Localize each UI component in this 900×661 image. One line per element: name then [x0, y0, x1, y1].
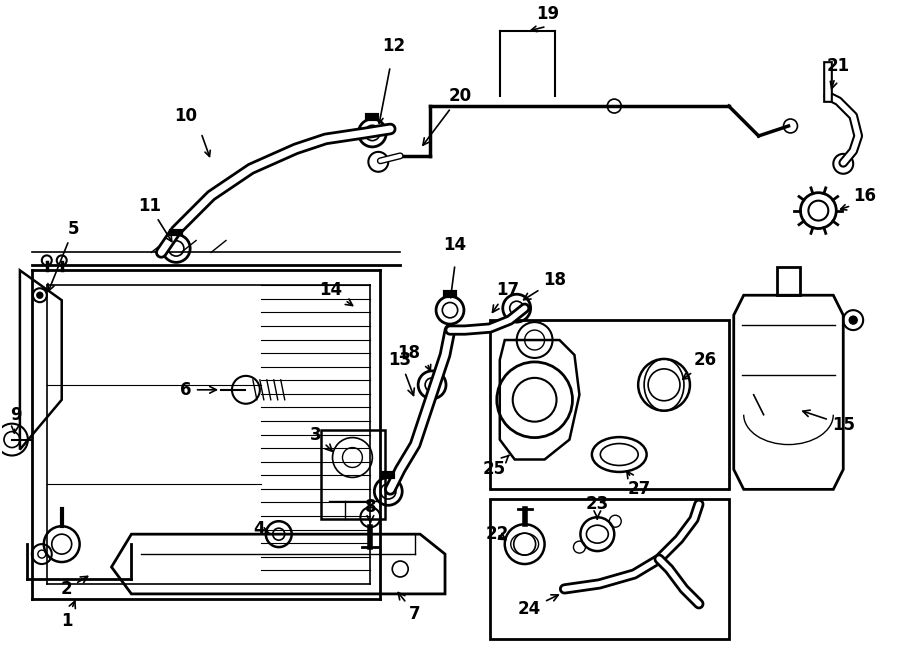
Text: 27: 27: [626, 471, 651, 498]
Text: 7: 7: [398, 592, 421, 623]
Text: 22: 22: [485, 525, 508, 543]
Text: 13: 13: [389, 351, 414, 395]
Circle shape: [850, 316, 857, 324]
Text: 8: 8: [364, 498, 376, 523]
Text: 3: 3: [310, 426, 332, 451]
Text: 1: 1: [61, 601, 76, 630]
Text: 11: 11: [138, 196, 172, 241]
Text: 21: 21: [827, 58, 850, 89]
Text: 20: 20: [423, 87, 472, 145]
Text: 2: 2: [61, 576, 87, 598]
Text: 25: 25: [482, 455, 508, 479]
Circle shape: [37, 292, 43, 298]
Text: 26: 26: [694, 351, 717, 369]
Text: 16: 16: [853, 186, 877, 205]
Text: 12: 12: [382, 37, 405, 56]
Text: 14: 14: [444, 237, 466, 254]
Text: 15: 15: [803, 410, 855, 434]
Text: 4: 4: [253, 520, 270, 538]
Text: 17: 17: [492, 281, 519, 312]
Text: 9: 9: [10, 406, 22, 433]
Text: 14: 14: [319, 281, 353, 305]
Text: 18: 18: [524, 271, 566, 299]
Text: 18: 18: [397, 344, 420, 362]
Text: 24: 24: [518, 595, 558, 618]
Text: 6: 6: [180, 381, 216, 399]
Text: 19: 19: [536, 5, 559, 23]
Text: 5: 5: [48, 219, 79, 291]
Text: 10: 10: [175, 107, 198, 125]
Text: 23: 23: [586, 495, 609, 519]
